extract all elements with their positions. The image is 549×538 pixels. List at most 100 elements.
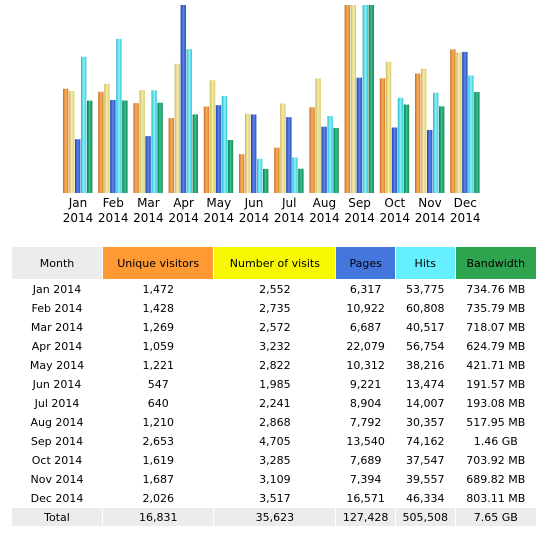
cell-number-of-visits: 3,285 (213, 450, 337, 470)
x-tick-label-sep-2014-month: Sep (348, 196, 371, 210)
cell-month: Jul 2014 (11, 393, 103, 413)
x-tick-label-feb-2014-month: Feb (103, 196, 124, 210)
cell-bandwidth: 689.82 MB (454, 469, 538, 489)
table-row: Apr 2014 1,059 3,232 22,079 56,754 624.79 MB (11, 336, 538, 356)
x-tick-label-oct-2014-month: Oct (384, 196, 405, 210)
cell-month: Jan 2014 (11, 279, 103, 299)
bar-unique-visitors-dec-2014 (450, 49, 456, 194)
bar-number-of-visits-jul-2014 (280, 103, 286, 193)
cell-month: Oct 2014 (11, 450, 103, 470)
cell-hits: 13,474 (394, 374, 456, 394)
cell-unique-visitors: 1,221 (101, 355, 215, 375)
x-tick-label-mar-2014-year: 2014 (133, 211, 164, 225)
bar-bandwidth-sep-2014 (368, 5, 374, 193)
cell-number-of-visits: 3,109 (213, 469, 337, 489)
x-tick-label-feb-2014-year: 2014 (98, 211, 129, 225)
x-tick-label-jan-2014-year: 2014 (63, 211, 94, 225)
table-header-row: Month Unique visitors Number of visits P… (11, 246, 538, 280)
x-tick-label-sep-2014-year: 2014 (344, 211, 375, 225)
bar-pages-feb-2014 (110, 100, 116, 193)
cell-number-of-visits: 2,822 (213, 355, 337, 375)
cell-hits: 74,162 (394, 431, 456, 451)
bar-hits-jan-2014 (81, 56, 87, 194)
x-tick-label-apr-2014-year: 2014 (168, 211, 199, 225)
cell-unique-visitors: 547 (101, 374, 215, 394)
bar-unique-visitors-feb-2014 (98, 91, 104, 193)
cell-month: Aug 2014 (11, 412, 103, 432)
cell-number-of-visits: 2,552 (213, 279, 337, 299)
x-tick-label-jan-2014-month: Jan (68, 196, 88, 210)
bar-pages-sep-2014 (356, 77, 362, 193)
cell-unique-visitors: 640 (101, 393, 215, 413)
header-bandwidth: Bandwidth (454, 246, 538, 280)
bar-number-of-visits-dec-2014 (456, 52, 462, 193)
bar-bandwidth-apr-2014 (192, 114, 198, 193)
cell-bandwidth: 517.95 MB (454, 412, 538, 432)
cell-bandwidth: 421.71 MB (454, 355, 538, 375)
x-tick-label-dec-2014-year: 2014 (450, 211, 481, 225)
bar-pages-dec-2014 (462, 51, 468, 194)
cell-bandwidth: 718.07 MB (454, 317, 538, 337)
bar-hits-may-2014 (221, 96, 228, 193)
table-row: Jul 2014 640 2,241 8,904 14,007 193.08 MB (11, 393, 538, 413)
bar-bandwidth-jul-2014 (298, 168, 304, 193)
cell-month: Feb 2014 (11, 298, 103, 318)
x-tick-label-jun-2014-year: 2014 (239, 211, 270, 225)
bar-unique-visitors-oct-2014 (379, 78, 386, 193)
cell-hits: 53,775 (394, 279, 456, 299)
cell-month: Apr 2014 (11, 336, 103, 356)
cell-unique-visitors: 1,269 (101, 317, 215, 337)
cell-number-of-visits: 1,985 (213, 374, 337, 394)
total-number-of-visits: 35,623 (213, 507, 337, 527)
cell-bandwidth: 1.46 GB (454, 431, 538, 451)
cell-number-of-visits: 2,572 (213, 317, 337, 337)
bar-pages-jul-2014 (286, 117, 292, 193)
bar-unique-visitors-jan-2014 (63, 88, 69, 193)
x-tick-label-may-2014-month: May (206, 196, 231, 210)
cell-hits: 56,754 (394, 336, 456, 356)
table-row: Nov 2014 1,687 3,109 7,394 39,557 689.82 MB (11, 469, 538, 489)
bar-hits-dec-2014 (468, 75, 474, 193)
header-pages: Pages (335, 246, 396, 280)
cell-unique-visitors: 2,653 (101, 431, 215, 451)
bar-number-of-visits-apr-2014 (174, 63, 180, 194)
cell-hits: 39,557 (394, 469, 456, 489)
cell-pages: 13,540 (335, 431, 396, 451)
table-row: Jun 2014 547 1,985 9,221 13,474 191.57 MB (11, 374, 538, 394)
cell-month: Mar 2014 (11, 317, 103, 337)
cell-month: Sep 2014 (11, 431, 103, 451)
cell-month: Jun 2014 (11, 374, 103, 394)
cell-pages: 10,922 (335, 298, 396, 318)
cell-bandwidth: 703.92 MB (454, 450, 538, 470)
cell-pages: 6,317 (335, 279, 396, 299)
cell-month: Dec 2014 (11, 488, 103, 508)
x-tick-label-nov-2014-year: 2014 (415, 211, 446, 225)
cell-unique-visitors: 1,687 (101, 469, 215, 489)
table-row: Feb 2014 1,428 2,735 10,922 60,808 735.79 MB (11, 298, 538, 318)
bar-hits-oct-2014 (397, 97, 404, 193)
bar-number-of-visits-sep-2014 (350, 5, 356, 193)
bar-hits-jun-2014 (257, 158, 263, 193)
table-row: Aug 2014 1,210 2,868 7,792 30,357 517.95 MB (11, 412, 538, 432)
bar-unique-visitors-mar-2014 (133, 103, 139, 193)
bar-pages-apr-2014 (180, 5, 186, 193)
bar-number-of-visits-aug-2014 (315, 78, 321, 193)
cell-number-of-visits: 2,868 (213, 412, 337, 432)
cell-bandwidth: 624.79 MB (454, 336, 538, 356)
cell-hits: 46,334 (394, 488, 456, 508)
bar-unique-visitors-apr-2014 (168, 118, 174, 193)
cell-number-of-visits: 2,241 (213, 393, 337, 413)
bar-number-of-visits-jan-2014 (69, 91, 75, 193)
bar-number-of-visits-may-2014 (209, 80, 216, 193)
bar-number-of-visits-mar-2014 (139, 90, 145, 193)
x-tick-label-aug-2014-year: 2014 (309, 211, 340, 225)
table-row: Jan 2014 1,472 2,552 6,317 53,775 734.76 MB (11, 279, 538, 299)
cell-pages: 7,689 (335, 450, 396, 470)
bar-pages-jan-2014 (75, 139, 81, 193)
bar-hits-feb-2014 (116, 38, 122, 194)
bar-hits-mar-2014 (151, 90, 157, 193)
x-tick-label-nov-2014-month: Nov (418, 196, 441, 210)
header-unique-visitors: Unique visitors (101, 246, 215, 280)
cell-pages: 22,079 (335, 336, 396, 356)
cell-hits: 37,547 (394, 450, 456, 470)
